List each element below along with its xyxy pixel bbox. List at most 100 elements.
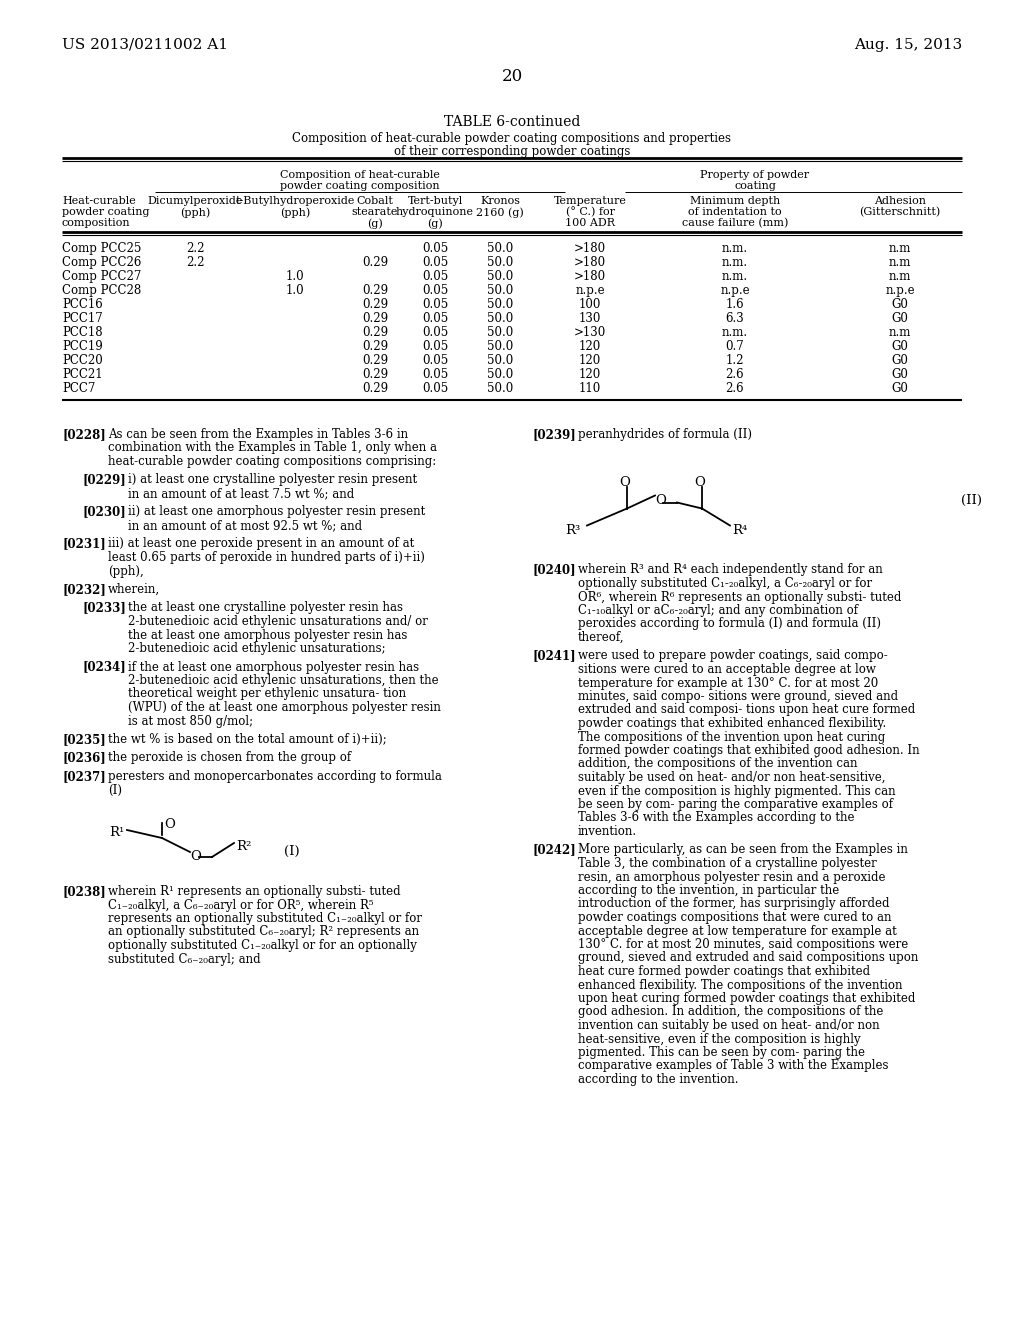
Text: [0229]: [0229] <box>82 474 126 487</box>
Text: G0: G0 <box>892 298 908 312</box>
Text: powder coatings compositions that were cured to an: powder coatings compositions that were c… <box>578 911 892 924</box>
Text: PCC7: PCC7 <box>62 381 95 395</box>
Text: C₁-₁₀alkyl or aC₆-₂₀aryl; and any combination of: C₁-₁₀alkyl or aC₆-₂₀aryl; and any combin… <box>578 605 858 616</box>
Text: resin, an amorphous polyester resin and a peroxide: resin, an amorphous polyester resin and … <box>578 870 886 883</box>
Text: [0241]: [0241] <box>532 649 575 663</box>
Text: i) at least one crystalline polyester resin present: i) at least one crystalline polyester re… <box>128 474 417 487</box>
Text: More particularly, as can be seen from the Examples in: More particularly, as can be seen from t… <box>578 843 908 857</box>
Text: sitions were cured to an acceptable degree at low: sitions were cured to an acceptable degr… <box>578 663 876 676</box>
Text: 50.0: 50.0 <box>486 354 513 367</box>
Text: suitably be used on heat- and/or non heat-sensitive,: suitably be used on heat- and/or non hea… <box>578 771 886 784</box>
Text: the wt % is based on the total amount of i)+ii);: the wt % is based on the total amount of… <box>108 733 387 746</box>
Text: pigmented. This can be seen by com- paring the: pigmented. This can be seen by com- pari… <box>578 1045 865 1059</box>
Text: 50.0: 50.0 <box>486 381 513 395</box>
Text: optionally substituted C₁-₂₀alkyl, a C₆-₂₀aryl or for: optionally substituted C₁-₂₀alkyl, a C₆-… <box>578 577 872 590</box>
Text: introduction of the former, has surprisingly afforded: introduction of the former, has surprisi… <box>578 898 890 911</box>
Text: thereof,: thereof, <box>578 631 625 644</box>
Text: composition: composition <box>62 218 131 228</box>
Text: in an amount of at most 92.5 wt %; and: in an amount of at most 92.5 wt %; and <box>128 519 362 532</box>
Text: Minimum depth: Minimum depth <box>690 195 780 206</box>
Text: wherein R¹ represents an optionally substi- tuted: wherein R¹ represents an optionally subs… <box>108 884 400 898</box>
Text: PCC17: PCC17 <box>62 312 102 325</box>
Text: wherein,: wherein, <box>108 583 160 597</box>
Text: Temperature: Temperature <box>554 195 627 206</box>
Text: >180: >180 <box>573 271 606 282</box>
Text: iii) at least one peroxide present in an amount of at: iii) at least one peroxide present in an… <box>108 537 415 550</box>
Text: R¹: R¹ <box>109 826 124 840</box>
Text: 0.05: 0.05 <box>422 298 449 312</box>
Text: C₁₋₂₀alkyl, a C₆₋₂₀aryl or for OR⁵, wherein R⁵: C₁₋₂₀alkyl, a C₆₋₂₀aryl or for OR⁵, wher… <box>108 899 374 912</box>
Text: 0.29: 0.29 <box>361 284 388 297</box>
Text: 2-butenedioic acid ethylenic unsaturations and/ or: 2-butenedioic acid ethylenic unsaturatio… <box>128 615 428 628</box>
Text: Comp PCC25: Comp PCC25 <box>62 242 141 255</box>
Text: (WPU) of the at least one amorphous polyester resin: (WPU) of the at least one amorphous poly… <box>128 701 441 714</box>
Text: theoretical weight per ethylenic unsatura- tion: theoretical weight per ethylenic unsatur… <box>128 688 407 701</box>
Text: formed powder coatings that exhibited good adhesion. In: formed powder coatings that exhibited go… <box>578 744 920 756</box>
Text: 0.29: 0.29 <box>361 354 388 367</box>
Text: extruded and said composi- tions upon heat cure formed: extruded and said composi- tions upon he… <box>578 704 915 717</box>
Text: addition, the compositions of the invention can: addition, the compositions of the invent… <box>578 758 857 771</box>
Text: [0242]: [0242] <box>532 843 575 857</box>
Text: US 2013/0211002 A1: US 2013/0211002 A1 <box>62 38 228 51</box>
Text: according to the invention, in particular the: according to the invention, in particula… <box>578 884 840 898</box>
Text: 0.05: 0.05 <box>422 368 449 381</box>
Text: ii) at least one amorphous polyester resin present: ii) at least one amorphous polyester res… <box>128 506 425 519</box>
Text: O: O <box>164 818 175 832</box>
Text: of their corresponding powder coatings: of their corresponding powder coatings <box>394 145 630 158</box>
Text: Tables 3-6 with the Examples according to the: Tables 3-6 with the Examples according t… <box>578 812 854 825</box>
Text: good adhesion. In addition, the compositions of the: good adhesion. In addition, the composit… <box>578 1006 884 1019</box>
Text: 20: 20 <box>502 69 522 84</box>
Text: coating: coating <box>734 181 776 191</box>
Text: Table 3, the combination of a crystalline polyester: Table 3, the combination of a crystallin… <box>578 857 877 870</box>
Text: the peroxide is chosen from the group of: the peroxide is chosen from the group of <box>108 751 351 764</box>
Text: Comp PCC28: Comp PCC28 <box>62 284 141 297</box>
Text: 0.29: 0.29 <box>361 312 388 325</box>
Text: peresters and monopercarbonates according to formula: peresters and monopercarbonates accordin… <box>108 770 442 783</box>
Text: 1.0: 1.0 <box>286 284 304 297</box>
Text: [0238]: [0238] <box>62 884 105 898</box>
Text: (II): (II) <box>961 494 982 507</box>
Text: 2.2: 2.2 <box>185 242 204 255</box>
Text: n.m: n.m <box>889 256 911 269</box>
Text: G0: G0 <box>892 341 908 352</box>
Text: [0230]: [0230] <box>82 506 126 519</box>
Text: PCC21: PCC21 <box>62 368 102 381</box>
Text: 50.0: 50.0 <box>486 312 513 325</box>
Text: 0.05: 0.05 <box>422 271 449 282</box>
Text: 100 ADR: 100 ADR <box>565 218 615 228</box>
Text: optionally substituted C₁₋₂₀alkyl or for an optionally: optionally substituted C₁₋₂₀alkyl or for… <box>108 939 417 952</box>
Text: 0.05: 0.05 <box>422 312 449 325</box>
Text: Aug. 15, 2013: Aug. 15, 2013 <box>854 38 962 51</box>
Text: 0.05: 0.05 <box>422 341 449 352</box>
Text: 0.29: 0.29 <box>361 326 388 339</box>
Text: >180: >180 <box>573 242 606 255</box>
Text: As can be seen from the Examples in Tables 3-6 in: As can be seen from the Examples in Tabl… <box>108 428 409 441</box>
Text: 0.05: 0.05 <box>422 242 449 255</box>
Text: 1.6: 1.6 <box>726 298 744 312</box>
Text: powder coating: powder coating <box>62 207 150 216</box>
Text: (g): (g) <box>368 218 383 228</box>
Text: n.m.: n.m. <box>722 256 749 269</box>
Text: (Gitterschnitt): (Gitterschnitt) <box>859 207 941 218</box>
Text: The compositions of the invention upon heat curing: The compositions of the invention upon h… <box>578 730 886 743</box>
Text: powder coating composition: powder coating composition <box>281 181 440 191</box>
Text: even if the composition is highly pigmented. This can: even if the composition is highly pigmen… <box>578 784 896 797</box>
Text: [0234]: [0234] <box>82 660 126 673</box>
Text: (° C.) for: (° C.) for <box>565 207 614 218</box>
Text: 120: 120 <box>579 368 601 381</box>
Text: n.m: n.m <box>889 271 911 282</box>
Text: 0.29: 0.29 <box>361 341 388 352</box>
Text: 100: 100 <box>579 298 601 312</box>
Text: [0231]: [0231] <box>62 537 105 550</box>
Text: Comp PCC27: Comp PCC27 <box>62 271 141 282</box>
Text: be seen by com- paring the comparative examples of: be seen by com- paring the comparative e… <box>578 799 893 810</box>
Text: 120: 120 <box>579 341 601 352</box>
Text: the at least one amorphous polyester resin has: the at least one amorphous polyester res… <box>128 628 408 642</box>
Text: powder coatings that exhibited enhanced flexibility.: powder coatings that exhibited enhanced … <box>578 717 886 730</box>
Text: ground, sieved and extruded and said compositions upon: ground, sieved and extruded and said com… <box>578 952 919 965</box>
Text: Kronos: Kronos <box>480 195 520 206</box>
Text: n.m: n.m <box>889 326 911 339</box>
Text: n.p.e: n.p.e <box>575 284 605 297</box>
Text: 130: 130 <box>579 312 601 325</box>
Text: (pph): (pph) <box>280 207 310 218</box>
